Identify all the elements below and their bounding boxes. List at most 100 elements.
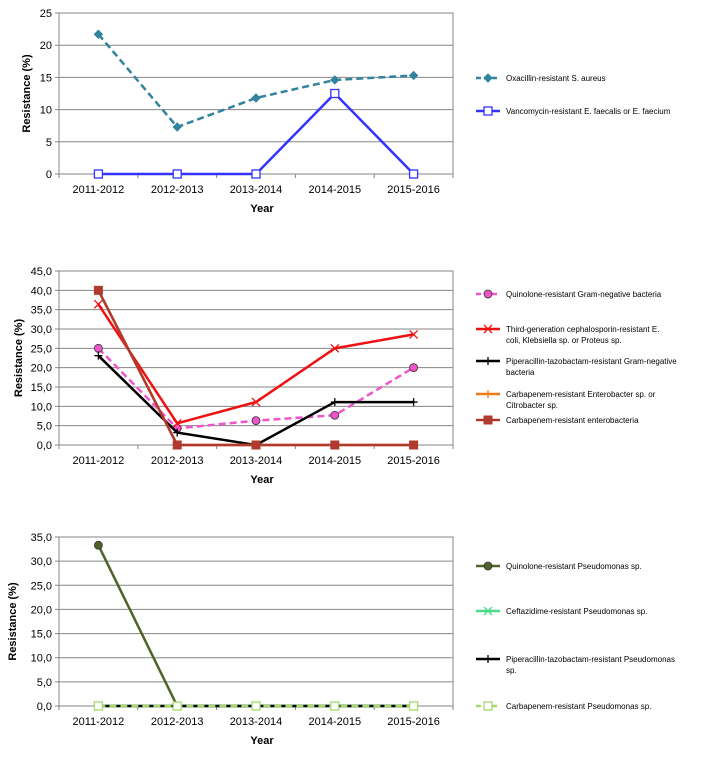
y-tick-label: 20,0	[31, 604, 52, 616]
x-tick-label: 2014-2015	[308, 455, 361, 467]
data-point	[409, 329, 419, 339]
chart-1: 0 5 10 15 20 25 2011-2012 2012-2013 2013-2014 201…	[21, 8, 671, 215]
legend-marker	[483, 106, 493, 116]
data-point	[94, 351, 103, 360]
data-point	[409, 398, 418, 407]
x-tick-label: 2014-2015	[308, 716, 361, 728]
data-point	[94, 343, 103, 353]
data-point	[330, 701, 340, 711]
data-point	[251, 701, 261, 711]
data-point	[409, 440, 419, 450]
legend-marker	[483, 73, 493, 83]
data-point	[172, 701, 182, 711]
y-tick-label: 0,0	[37, 440, 52, 452]
data-point	[93, 285, 103, 295]
chart-3: 0,0 5,0 10,0 15,0 20,0 25,0 30,0 35,0 2011-2012 2…	[7, 532, 675, 747]
y-tick-label: 35,0	[31, 305, 52, 317]
x-tick-label: 2015-2016	[387, 184, 440, 196]
legend-label: Third-generation cephalosporin-resistant…	[506, 325, 659, 345]
data-point	[93, 299, 103, 309]
legend-marker	[484, 357, 492, 365]
y-tick-label: 30,0	[31, 324, 52, 336]
legend-marker	[483, 561, 493, 571]
legend-label: Piperacillin-tazobactam-resistant Pseudo…	[506, 655, 675, 675]
data-point	[172, 169, 182, 179]
y-tick-label: 0	[46, 169, 52, 181]
x-tick-label: 2015-2016	[387, 455, 440, 467]
series-line	[97, 354, 414, 447]
legend-label: Ceftazidime-resistant Pseudomonas sp.	[506, 607, 647, 616]
y-tick-label: 15,0	[31, 382, 52, 394]
y-tick-label: 5,0	[37, 677, 52, 689]
legend-label: Quinolone-resistant Gram-negative bacter…	[506, 290, 662, 299]
legend-label: Piperacillin-tazobactam-resistant Gram-n…	[506, 357, 677, 377]
legend-entry: Piperacillin-tazobactam-resistant Pseudo…	[476, 655, 675, 675]
y-tick-label: 25,0	[31, 580, 52, 592]
data-point	[330, 410, 340, 420]
legend-marker	[483, 701, 493, 711]
y-tick-label: 25	[40, 8, 52, 20]
legend-marker	[484, 655, 492, 663]
x-tick-label: 2013-2014	[230, 184, 283, 196]
data-point	[172, 418, 182, 428]
series-2	[93, 88, 419, 179]
x-axis-title: Year	[250, 203, 274, 215]
y-axis-title: Resistance (%)	[13, 319, 25, 398]
y-tick-label: 30,0	[31, 556, 52, 568]
legend-entry: Quinolone-resistant Gram-negative bacter…	[476, 289, 662, 299]
data-point	[173, 428, 182, 437]
data-point	[330, 75, 340, 85]
legend-label: Quinolone-resistant Pseudomonas sp.	[506, 562, 642, 571]
legend-entry: Piperacillin-tazobactam-resistant Gram-n…	[476, 357, 677, 377]
series-line	[97, 33, 414, 129]
legend-label: Vancomycin-resistant E. faecalis or E. f…	[506, 107, 671, 116]
x-tick-label: 2013-2014	[230, 716, 283, 728]
legend-label: Carbapenem-resistant enterobacteria	[506, 416, 639, 425]
series-1	[94, 343, 419, 433]
legend-entry: Quinolone-resistant Pseudomonas sp.	[476, 561, 642, 571]
series-line	[97, 303, 414, 425]
y-tick-label: 10	[40, 105, 52, 117]
y-tick-label: 20	[40, 40, 52, 52]
x-tick-label: 2011-2012	[73, 716, 125, 728]
x-tick-label: 2012-2013	[151, 184, 204, 196]
data-point	[408, 70, 419, 81]
y-axis-title: Resistance (%)	[7, 582, 19, 661]
data-point	[251, 169, 261, 179]
chart-2: 0,0 5,0 10,0 15,0 20,0 25,0 30,0 35,0 40,0 45,0 20…	[13, 266, 677, 486]
data-point	[408, 701, 419, 711]
y-tick-label: 40,0	[31, 285, 52, 297]
x-tick-label: 2014-2015	[308, 184, 361, 196]
y-tick-label: 5	[46, 137, 52, 149]
series-1	[94, 540, 419, 711]
legend-marker	[483, 606, 493, 616]
legend-marker	[484, 390, 492, 398]
series-line	[98, 91, 415, 176]
legend-entry: Oxacillin-resistant S. aureus	[476, 73, 606, 83]
data-point	[409, 363, 419, 373]
y-tick-label: 10,0	[31, 653, 52, 665]
y-tick-label: 15	[40, 72, 52, 84]
data-point	[93, 701, 104, 711]
data-point	[251, 416, 261, 426]
series-2	[93, 299, 419, 428]
x-tick-label: 2011-2012	[73, 184, 125, 196]
legend-label: Carbapenem-resistant Pseudomonas sp.	[506, 702, 651, 711]
data-point	[172, 122, 182, 132]
data-point	[251, 440, 261, 450]
y-tick-label: 5,0	[37, 421, 52, 433]
legend-entry: Carbapenem-resistant Enterobacter sp. or…	[476, 390, 656, 410]
series-4	[93, 701, 419, 711]
y-tick-label: 25,0	[31, 343, 52, 355]
legend-entry: Ceftazidime-resistant Pseudomonas sp.	[476, 606, 647, 616]
y-tick-label: 0,0	[37, 701, 52, 713]
x-tick-label: 2012-2013	[151, 716, 204, 728]
legend-marker	[483, 289, 493, 299]
data-point	[330, 440, 340, 450]
y-axis-title: Resistance (%)	[21, 54, 33, 133]
x-tick-label: 2011-2012	[73, 455, 125, 467]
legend-label: Oxacillin-resistant S. aureus	[506, 74, 606, 83]
y-tick-label: 45,0	[31, 266, 52, 278]
x-axis-title: Year	[250, 474, 274, 486]
